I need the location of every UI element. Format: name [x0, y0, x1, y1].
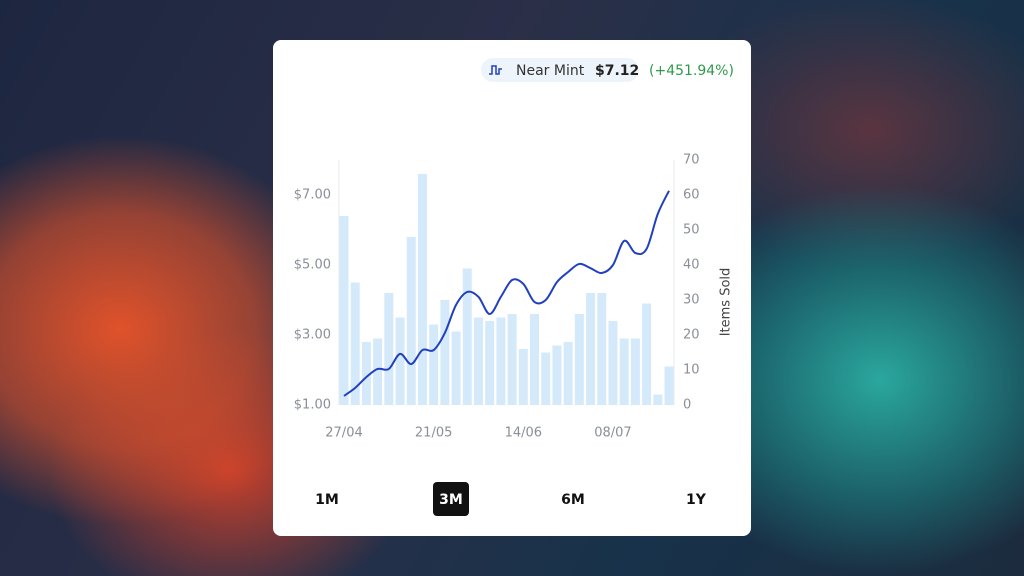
bar	[462, 268, 472, 405]
bar	[653, 394, 663, 405]
y2-tick-label: 70	[683, 153, 700, 168]
bar	[630, 338, 640, 405]
y2-tick-label: 20	[683, 328, 700, 343]
price-line	[343, 190, 670, 397]
bar	[373, 338, 383, 405]
y-tick-label: $5.00	[294, 258, 331, 273]
bar	[339, 216, 349, 405]
x-tick-label: 27/04	[325, 426, 362, 441]
y2-tick-label: 10	[683, 363, 700, 378]
x-tick-label: 14/06	[505, 426, 542, 441]
bar	[417, 174, 427, 405]
y2-axis-title: Items Sold	[719, 268, 734, 337]
x-tick-label: 08/07	[594, 426, 631, 441]
range-button[interactable]: 1M	[315, 492, 339, 508]
range-button[interactable]: 3M	[439, 492, 463, 508]
bar	[619, 338, 629, 405]
bar	[597, 293, 607, 405]
y2-tick-label: 50	[683, 223, 700, 238]
y-tick-label: $1.00	[294, 398, 331, 413]
x-tick-label: 21/05	[415, 426, 452, 441]
bar	[406, 237, 416, 405]
bar	[429, 324, 439, 405]
bar	[642, 303, 652, 405]
bar	[384, 293, 394, 405]
bar	[574, 314, 584, 405]
bar	[586, 293, 596, 405]
bar	[496, 317, 506, 405]
bar	[350, 282, 360, 405]
bar	[451, 331, 461, 405]
bar	[395, 317, 405, 405]
bar	[541, 352, 551, 405]
y-tick-label: $3.00	[294, 328, 331, 343]
bar	[563, 342, 573, 405]
range-button[interactable]: 6M	[561, 492, 585, 508]
y2-tick-label: 40	[683, 258, 700, 273]
active-range-bg	[433, 482, 469, 516]
bar	[507, 314, 517, 405]
variant-name: Near Mint	[516, 63, 585, 79]
bar	[552, 345, 562, 405]
y-tick-label: $7.00	[294, 188, 331, 203]
variant-icon	[489, 65, 502, 75]
bar	[485, 321, 495, 405]
bar	[440, 300, 450, 405]
range-button[interactable]: 1Y	[686, 492, 707, 508]
bar	[518, 349, 528, 405]
current-price: $7.12	[595, 63, 639, 79]
bar	[473, 317, 483, 405]
bar	[664, 366, 674, 405]
bar	[530, 314, 540, 405]
bar	[608, 321, 618, 405]
y2-tick-label: 60	[683, 188, 700, 203]
bar	[361, 342, 371, 405]
variant-pill	[481, 58, 639, 82]
y2-tick-label: 0	[683, 398, 691, 413]
price-change: (+451.94%)	[649, 63, 734, 79]
y2-tick-label: 30	[683, 293, 700, 308]
